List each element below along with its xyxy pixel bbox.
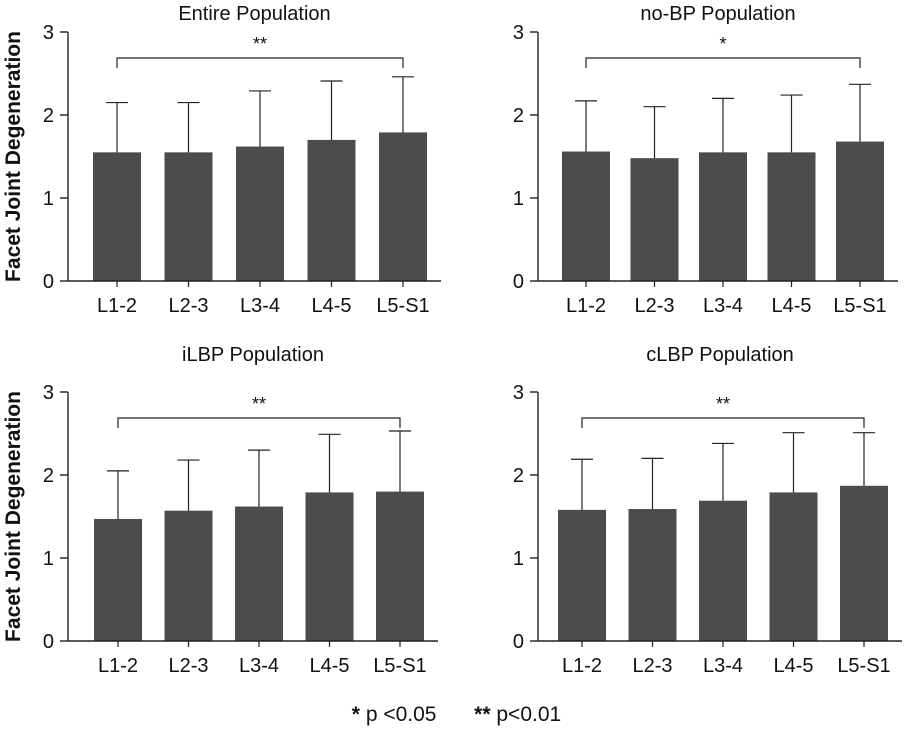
bar-l5-s1 (840, 485, 888, 641)
significance-label: ** (252, 394, 266, 414)
x-tick-label: L1-2 (562, 655, 602, 677)
chart-panel-1: Entire Population Facet Joint Degeneratio… (2, 3, 441, 317)
x-tick-label: L3-4 (703, 295, 743, 317)
bar-l1-2 (558, 509, 606, 641)
x-tick-label: L2-3 (632, 655, 672, 677)
x-tick-label: L1-2 (97, 295, 137, 317)
bar-l2-3 (630, 158, 679, 281)
x-tick-label: L4-5 (309, 655, 349, 677)
bar-l1-2 (93, 152, 141, 281)
significance-bracket (585, 57, 861, 68)
bar-l1-2 (562, 151, 610, 281)
x-tick-label: L3-4 (703, 655, 743, 677)
y-tick-label: 2 (43, 465, 54, 487)
x-tick-label: L5-S1 (373, 655, 426, 677)
y-tick-label: 0 (513, 271, 524, 293)
bar-l4-5 (769, 492, 818, 641)
bar-l4-5 (305, 492, 354, 641)
y-tick-label: 2 (43, 105, 54, 127)
bar-l1-2 (94, 518, 142, 641)
footnote-double-star: ** (474, 703, 491, 726)
y-tick-label: 3 (513, 382, 524, 404)
chart-title: Entire Population (178, 3, 330, 25)
bar-l3-4 (699, 500, 747, 641)
y-axis-label: Facet Joint Degeneration (2, 391, 25, 642)
bar-l2-3 (164, 510, 213, 641)
chart-panel-4: cLBP Population L1-2 L2-3 L3-4 L4-5 L5-S1 0 1 2 3… (513, 344, 902, 677)
y-tick-label: 1 (43, 548, 54, 570)
x-tick-label: L2-3 (634, 295, 674, 317)
y-tick-label: 3 (43, 382, 54, 404)
x-tick-label: L3-4 (239, 655, 279, 677)
chart-panel-3: iLBP Population Facet Joint Degeneration L… (2, 344, 438, 677)
x-tick-label: L1-2 (566, 295, 606, 317)
chart-title: no-BP Population (640, 3, 795, 25)
bar-l4-5 (307, 139, 356, 281)
bar-l5-s1 (376, 491, 424, 641)
significance-bracket (581, 417, 865, 428)
y-tick-label: 0 (513, 631, 524, 653)
footnote-single-star: * (351, 703, 360, 726)
x-tick-label: L4-5 (771, 295, 811, 317)
x-tick-label: L4-5 (773, 655, 813, 677)
x-tick-label: L4-5 (311, 295, 351, 317)
chart-panel-2: no-BP Population L1-2 L2-3 L3-4 L4-5 L5-S1 0 1 2… (513, 3, 898, 317)
x-tick-label: L5-S1 (376, 295, 429, 317)
y-tick-label: 1 (43, 188, 54, 210)
x-tick-label: L1-2 (98, 655, 138, 677)
bar-l3-4 (699, 152, 747, 281)
y-tick-label: 2 (513, 465, 524, 487)
y-tick-label: 0 (43, 631, 54, 653)
y-tick-label: 3 (43, 22, 54, 44)
y-tick-label: 1 (513, 548, 524, 570)
bar-l3-4 (235, 506, 283, 641)
bar-l2-3 (628, 509, 677, 641)
bar-l5-s1 (379, 132, 427, 281)
chart-title: cLBP Population (646, 344, 794, 366)
x-tick-label: L2-3 (168, 295, 208, 317)
y-tick-label: 2 (513, 105, 524, 127)
y-tick-label: 3 (513, 22, 524, 44)
x-tick-label: L2-3 (168, 655, 208, 677)
significance-bracket (116, 57, 404, 68)
x-tick-label: L5-S1 (837, 655, 890, 677)
chart-title: iLBP Population (182, 344, 324, 366)
significance-label: * (719, 34, 726, 54)
bar-l2-3 (164, 152, 213, 281)
x-tick-label: L3-4 (240, 295, 280, 317)
y-tick-label: 0 (43, 271, 54, 293)
significance-bracket (117, 417, 401, 428)
y-tick-label: 1 (513, 188, 524, 210)
bar-l5-s1 (836, 141, 884, 281)
bar-l3-4 (236, 146, 284, 281)
x-tick-label: L5-S1 (833, 295, 886, 317)
significance-label: ** (716, 394, 730, 414)
y-axis-label: Facet Joint Degeneration (2, 31, 25, 282)
footnote-single-text: p <0.05 (365, 703, 437, 726)
significance-label: ** (253, 34, 267, 54)
footnote-double-text: p<0.01 (496, 703, 562, 726)
bar-l4-5 (767, 152, 816, 281)
significance-footnote: * p <0.05 ** p<0.01 (0, 703, 913, 727)
